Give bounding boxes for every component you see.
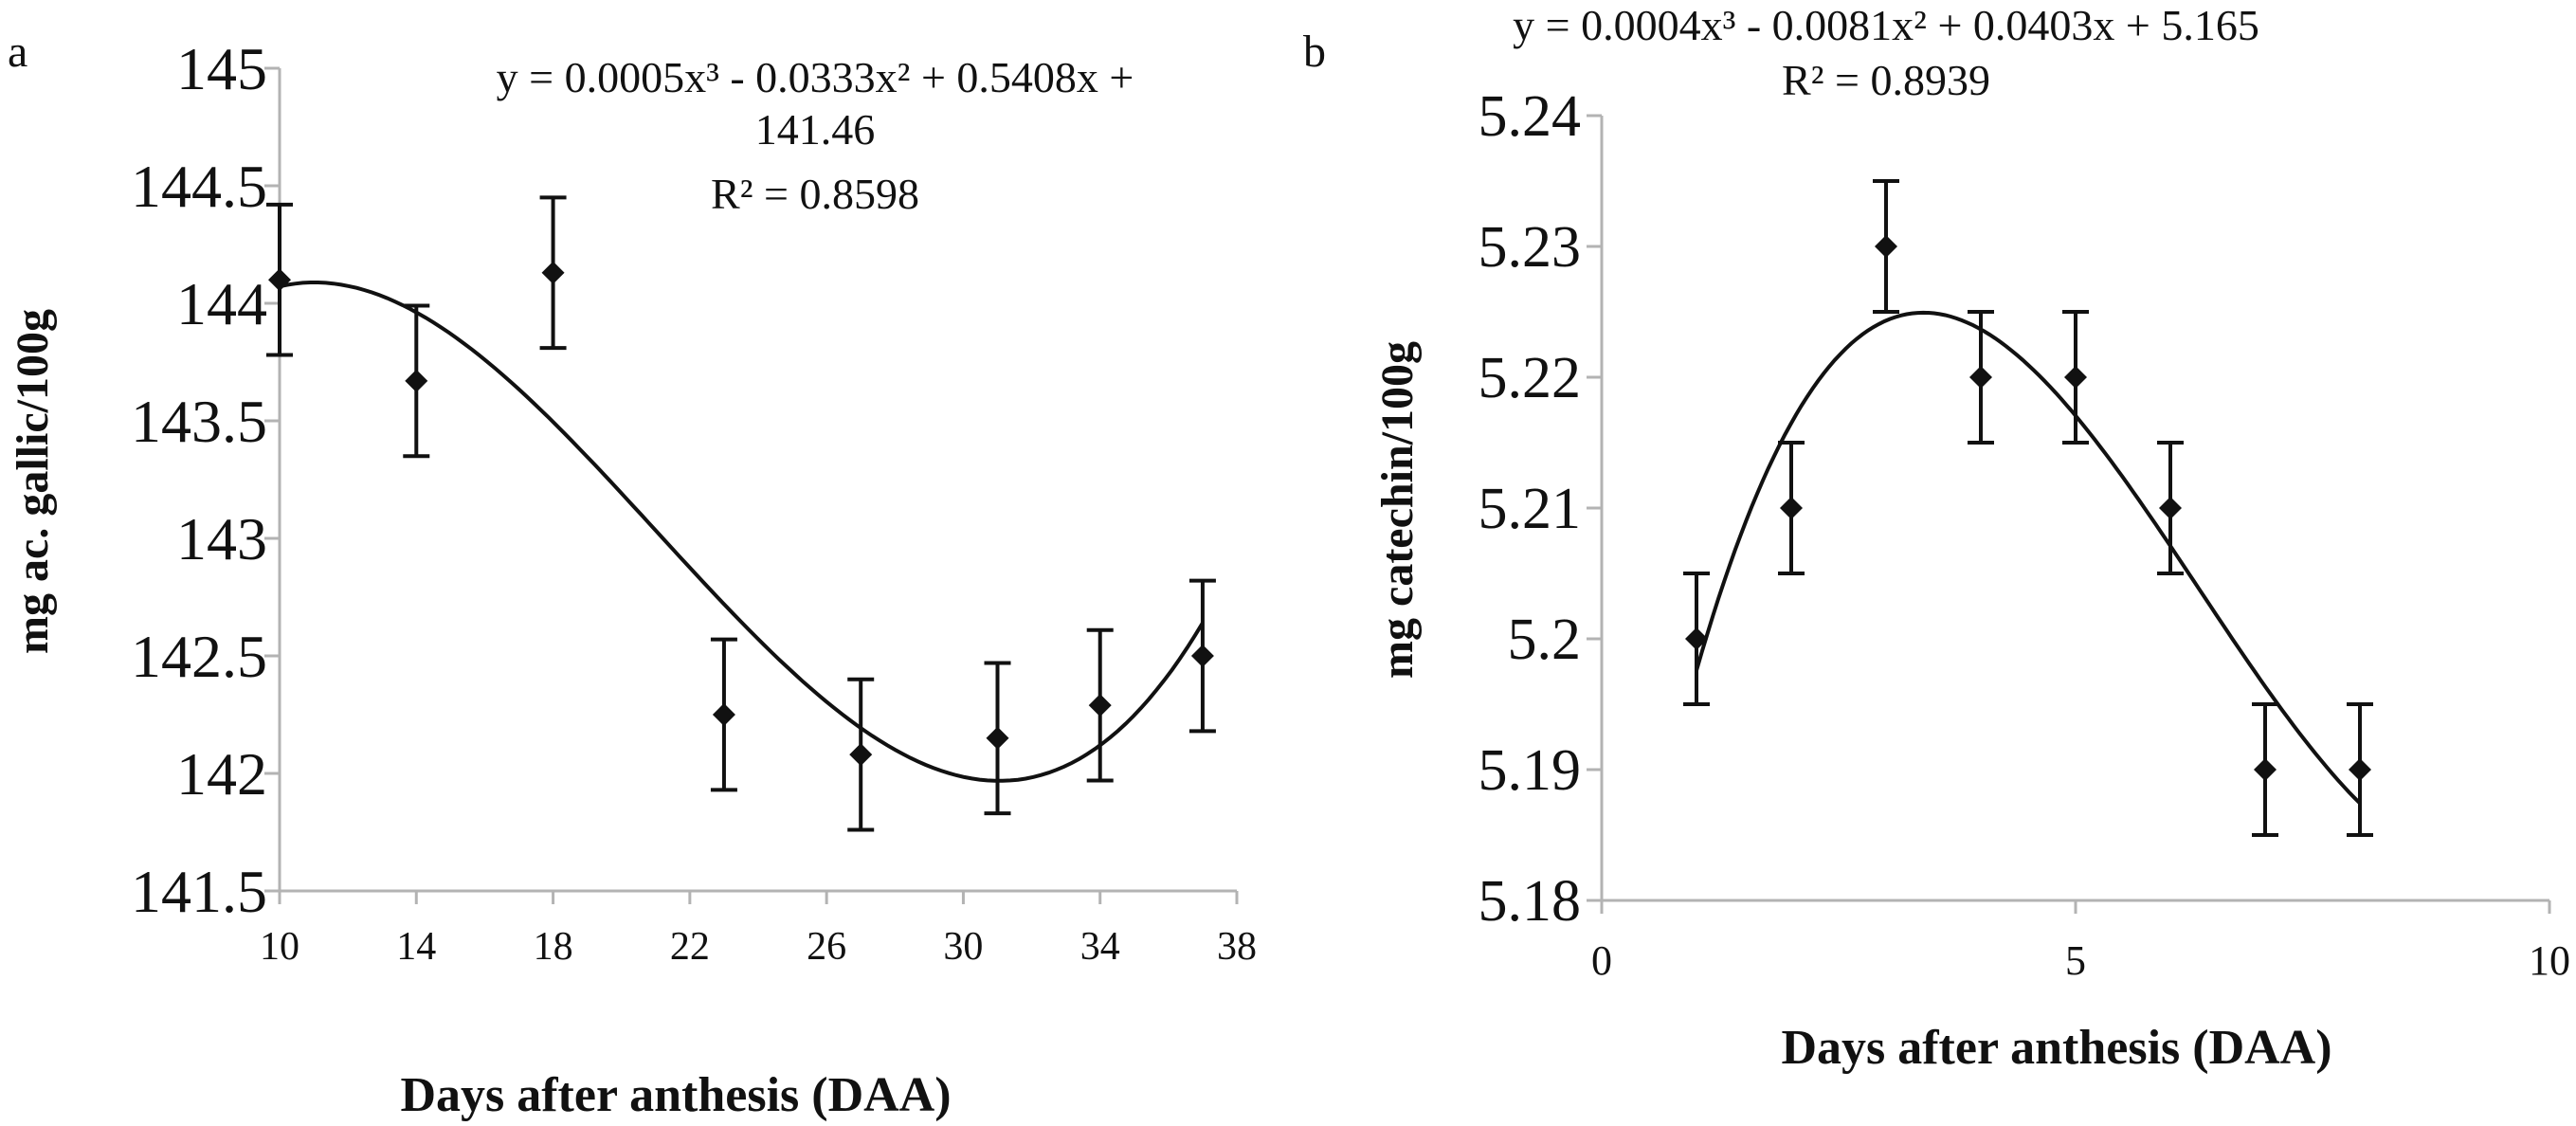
data-point-marker	[1875, 235, 1897, 258]
data-point-group	[2157, 441, 2184, 575]
y-tick-label: 142	[176, 740, 267, 808]
panel-a-points	[266, 195, 1216, 832]
data-point-marker	[712, 703, 735, 726]
x-tick-label: 26	[807, 925, 846, 969]
panel-b-x-axis-title: Days after anthesis (DAA)	[1781, 1021, 2331, 1075]
data-point-marker	[1969, 366, 1992, 389]
panel-b-y-axis-title: mg catechin/100g	[1372, 341, 1423, 679]
data-point-group	[847, 677, 875, 832]
panel-b-points	[1683, 179, 2373, 837]
panel-a-y-ticks: 141.5 142 142.5 143 143.5 144 144.5 145	[131, 35, 280, 925]
panel-a-equation-line-2: 141.46	[755, 105, 876, 154]
data-point-marker	[2349, 758, 2371, 781]
panel-b-y-ticks: 5.18 5.19 5.2 5.21 5.22 5.23 5.24	[1478, 84, 1602, 934]
x-tick-label: 0	[1591, 937, 1612, 984]
data-point-marker	[1780, 497, 1803, 519]
panel-b-r-squared: R² = 0.8939	[1782, 56, 1990, 104]
panel-b-x-ticks: 0 5 10	[1591, 900, 2570, 984]
data-point-group	[2347, 702, 2373, 837]
y-tick-label: 5.18	[1478, 869, 1582, 934]
y-tick-label: 5.21	[1478, 477, 1582, 541]
data-point-group	[403, 303, 430, 459]
data-point-group	[1188, 578, 1216, 734]
panel-b-letter: b	[1303, 27, 1326, 77]
data-point-group	[1873, 179, 1899, 314]
data-point-marker	[268, 268, 291, 292]
y-tick-label: 5.23	[1478, 215, 1582, 280]
x-tick-label: 38	[1217, 925, 1257, 969]
y-tick-label: 144.5	[131, 153, 267, 220]
data-point-group	[1968, 310, 1994, 445]
panel-b-trendline-group	[1695, 310, 2362, 805]
panel-a-r-squared: R² = 0.8598	[711, 170, 919, 218]
data-point-group	[539, 195, 567, 351]
x-tick-label: 18	[534, 925, 573, 969]
data-point-group	[2062, 310, 2089, 445]
panel-b-equation-line-1: y = 0.0004x³ - 0.0081x² + 0.0403x + 5.16…	[1513, 1, 2259, 49]
y-tick-label: 5.24	[1478, 84, 1582, 149]
data-point-group	[1778, 441, 1805, 575]
x-tick-label: 34	[1080, 925, 1120, 969]
y-tick-label: 5.22	[1478, 346, 1582, 410]
data-point-marker	[986, 726, 1009, 750]
trendline-curve	[1695, 310, 2362, 805]
panel-a-equation-line-1: y = 0.0005x³ - 0.0333x² + 0.5408x +	[497, 53, 1134, 101]
data-point-marker	[849, 743, 873, 767]
y-tick-label: 143	[176, 505, 267, 572]
data-point-marker	[2254, 758, 2277, 781]
x-tick-label: 5	[2065, 937, 2086, 984]
panel-b: b 5.18 5.19 5.2 5.21 5.22 5.23 5.24 0 5 10 y = 0…	[1303, 1, 2570, 1075]
panel-a-trendline-group	[279, 281, 1205, 783]
x-tick-label: 14	[396, 925, 436, 969]
y-tick-label: 143.5	[131, 388, 267, 455]
data-point-marker	[1685, 627, 1708, 650]
data-point-marker	[541, 261, 565, 284]
trendline-curve	[279, 281, 1205, 783]
data-point-marker	[1088, 694, 1112, 717]
y-tick-label: 5.19	[1478, 738, 1582, 803]
panel-a-y-axis-title: mg ac. gallic/100g	[8, 309, 58, 654]
y-tick-label: 145	[176, 35, 267, 102]
data-point-group	[1086, 627, 1114, 783]
y-tick-label: 144	[176, 270, 267, 337]
data-point-marker	[2064, 366, 2087, 389]
panel-a-x-ticks: 10 14 18 22 26 30 34 38	[260, 891, 1257, 969]
panel-a-letter: a	[8, 27, 27, 77]
x-tick-label: 10	[260, 925, 299, 969]
y-tick-label: 142.5	[131, 623, 267, 690]
x-tick-label: 10	[2529, 937, 2570, 984]
data-point-marker	[1190, 645, 1214, 667]
data-point-group	[710, 637, 737, 792]
data-point-group	[266, 202, 293, 357]
data-point-marker	[405, 369, 428, 392]
data-point-group	[1683, 572, 1710, 706]
x-tick-label: 22	[670, 925, 710, 969]
panel-a-x-axis-title: Days after anthesis (DAA)	[400, 1068, 951, 1122]
data-point-group	[984, 661, 1011, 816]
data-point-group	[2252, 702, 2278, 837]
y-tick-label: 141.5	[131, 858, 267, 925]
x-tick-label: 30	[943, 925, 983, 969]
data-point-marker	[2159, 497, 2182, 519]
y-tick-label: 5.2	[1508, 608, 1582, 672]
